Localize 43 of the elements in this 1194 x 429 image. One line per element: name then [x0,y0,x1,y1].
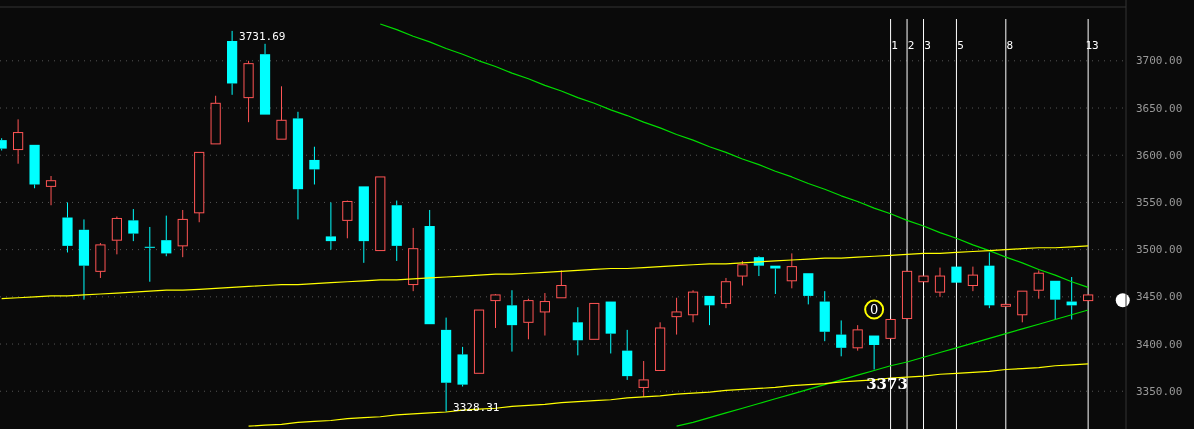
candlestick [506,289,518,353]
line-series [1,245,1089,300]
candlestick [622,329,633,381]
y-tick-label: 3650.00 [1136,101,1183,115]
candlestick [78,218,90,301]
candlestick [144,226,155,283]
candlestick [539,292,550,337]
x2-tick-label: 1 [891,39,898,52]
candlestick [967,266,979,292]
candlestick [13,118,24,165]
y-tick-label: 3450.00 [1136,290,1183,304]
candlestick [111,216,122,255]
candlestick [934,267,946,298]
y-tick-label: 3600.00 [1136,148,1183,162]
candlestick [292,111,304,220]
candlestick [441,317,452,413]
candlestick [1033,269,1044,300]
y-tick-label: 3350.00 [1136,384,1183,398]
candlestick [45,175,57,206]
x2-tick-label: 8 [1006,39,1014,52]
candlestick [572,306,583,356]
candlestick [325,201,336,251]
candlestick [836,319,847,357]
candlestick [687,289,699,323]
candlestick [671,297,682,336]
x2-tick-label: 3 [924,39,931,52]
y-tick-label: 3400.00 [1136,337,1183,351]
x2-tick-label: 5 [957,39,964,52]
candlestick [161,215,172,257]
candlestick [309,146,320,185]
candlestick [227,30,238,96]
y-tick-label: 3550.00 [1136,195,1183,209]
annotation: 3731.69 [239,30,286,44]
y-tick-label: 3700.00 [1136,54,1183,68]
annotation: 0 [869,302,879,318]
y-tick-label: 3500.00 [1136,243,1183,257]
candlestick [177,209,188,258]
x2-tick-label: 2 [907,39,915,52]
candlestick [819,290,830,342]
candlestick [720,277,732,309]
candlestick [984,251,995,309]
line-series [379,23,1089,288]
line-series [247,363,1089,427]
